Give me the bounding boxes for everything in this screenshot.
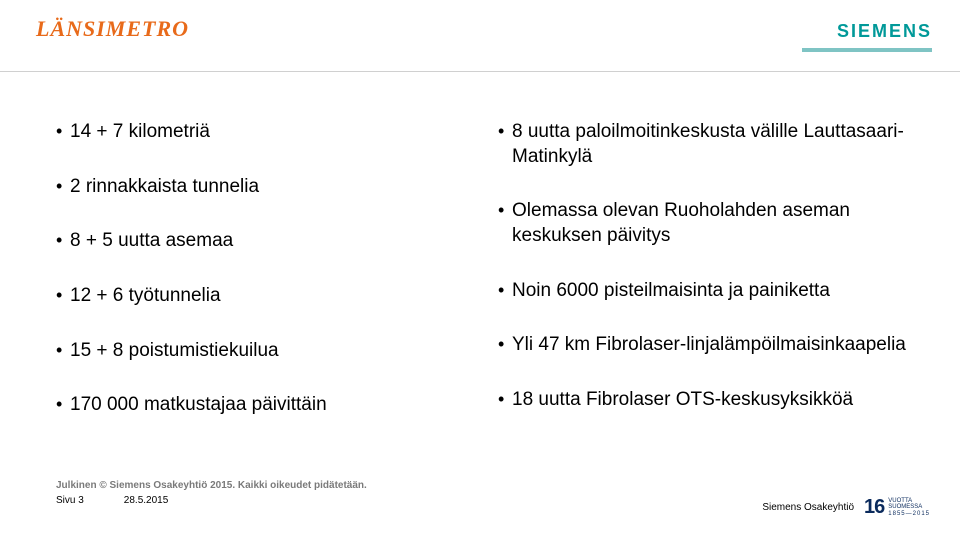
anniversary-badge: 16 VUOTTA SUOMESSA 1855—2015 <box>864 496 930 519</box>
list-item: Noin 6000 pisteilmaisinta ja painiketta <box>498 279 920 304</box>
footer-page: Sivu 3 <box>56 495 84 506</box>
footer-date: 28.5.2015 <box>124 495 169 506</box>
slide-content: 14 + 7 kilometriä 2 rinnakkaista tunneli… <box>56 120 920 448</box>
left-column: 14 + 7 kilometriä 2 rinnakkaista tunneli… <box>56 120 488 448</box>
anniversary-number: 16 <box>864 496 884 519</box>
lansimetro-logo: LÄNSIMETRO <box>36 16 189 42</box>
list-item: 170 000 matkustajaa päivittäin <box>56 393 488 418</box>
slide-header: LÄNSIMETRO SIEMENS <box>0 0 960 72</box>
anniversary-years: 1855—2015 <box>888 511 930 518</box>
list-item: 18 uutta Fibrolaser OTS-keskusyksikköä <box>498 388 920 413</box>
siemens-accent-bar <box>802 48 932 52</box>
footer-company: Siemens Osakeyhtiö <box>762 502 854 513</box>
list-item: Yli 47 km Fibrolaser-linjalämpöilmaisink… <box>498 333 920 358</box>
list-item: 15 + 8 poistumistiekuilua <box>56 339 488 364</box>
list-item: Olemassa olevan Ruoholahden aseman kesku… <box>498 199 920 248</box>
siemens-logo: SIEMENS <box>837 21 932 42</box>
lansimetro-logo-text: LÄNSIMETRO <box>36 16 189 41</box>
list-item: 8 + 5 uutta asemaa <box>56 229 488 254</box>
right-column: 8 uutta paloilmoitinkeskusta välille Lau… <box>488 120 920 448</box>
list-item: 2 rinnakkaista tunnelia <box>56 175 488 200</box>
anniversary-line1: VUOTTA <box>888 498 930 505</box>
list-item: 8 uutta paloilmoitinkeskusta välille Lau… <box>498 120 920 169</box>
footer-right: Siemens Osakeyhtiö 16 VUOTTA SUOMESSA 18… <box>762 496 930 519</box>
footer-copyright: Julkinen © Siemens Osakeyhtiö 2015. Kaik… <box>56 480 930 491</box>
slide-footer: Julkinen © Siemens Osakeyhtiö 2015. Kaik… <box>56 480 930 520</box>
anniversary-line2: SUOMESSA <box>888 504 930 511</box>
list-item: 14 + 7 kilometriä <box>56 120 488 145</box>
list-item: 12 + 6 työtunnelia <box>56 284 488 309</box>
anniversary-text: VUOTTA SUOMESSA 1855—2015 <box>888 498 930 518</box>
siemens-logo-wrap: SIEMENS <box>802 0 932 72</box>
